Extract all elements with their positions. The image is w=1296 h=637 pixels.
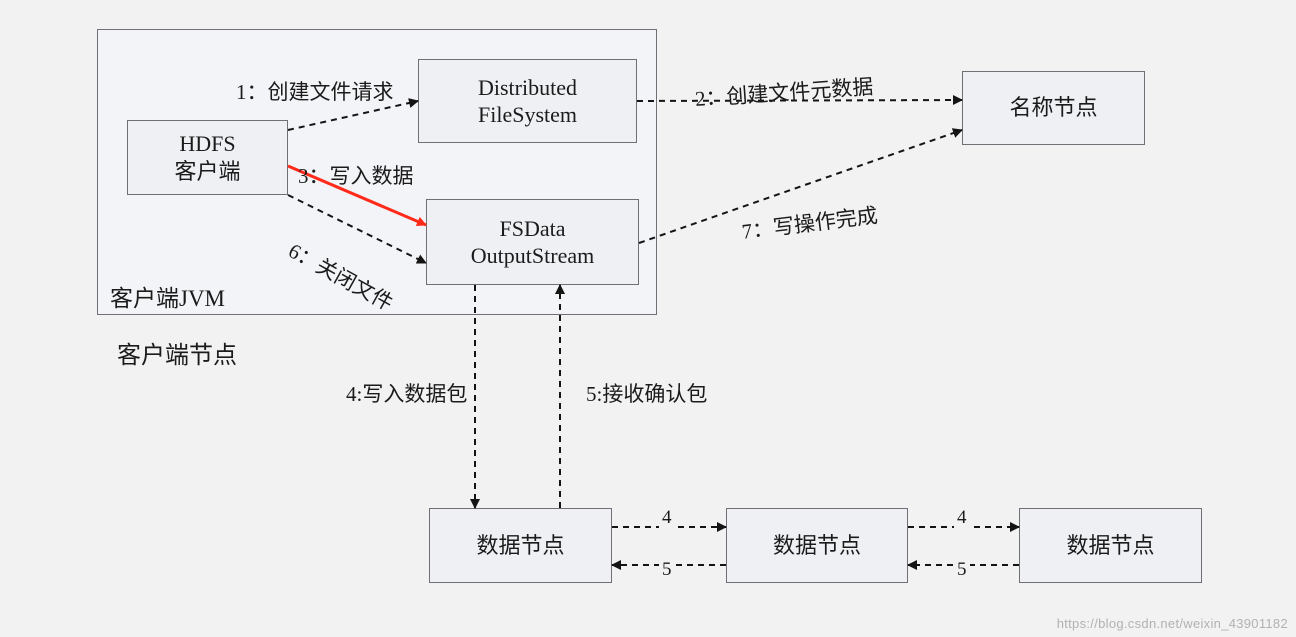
diagram-stage: HDFS 客户端 Distributed FileSystem FSData O… — [0, 0, 1296, 637]
edge-midlabel-d12a: 4 — [659, 507, 675, 529]
jvm-label: 客户端JVM — [110, 279, 225, 313]
watermark-text: https://blog.csdn.net/weixin_43901182 — [1057, 616, 1288, 631]
edge-midlabel-d23a: 4 — [954, 507, 970, 529]
edge-label-e1: 1：创建文件请求 — [236, 76, 394, 106]
edges-layer — [0, 0, 1296, 637]
edge-midlabel-d12b: 5 — [659, 559, 675, 581]
edge-label-e3: 3：写入数据 — [298, 160, 414, 190]
client-node-label: 客户端节点 — [117, 335, 237, 370]
edge-midlabel-d23b: 5 — [954, 559, 970, 581]
edge-label-e5: 5:接收确认包 — [586, 378, 707, 408]
edge-label-e4: 4:写入数据包 — [346, 378, 467, 408]
